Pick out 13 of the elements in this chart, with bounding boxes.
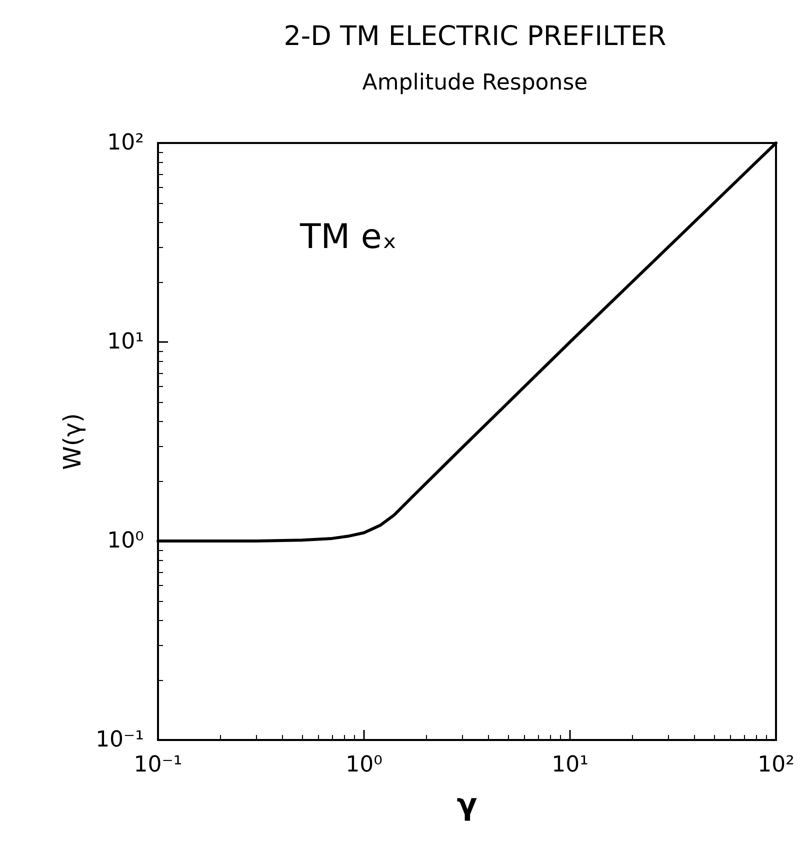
x-tick-label: 10⁻¹ [134,752,182,778]
chart-title: 2-D TM ELECTRIC PREFILTER [284,21,666,52]
x-tick-label: 10¹ [552,752,588,778]
y-tick-label: 10⁰ [107,528,144,554]
chart-subtitle: Amplitude Response [362,70,588,96]
annotation: TM eₓ [299,217,397,257]
x-tick-label: 10² [758,752,794,778]
x-tick-label: 10⁰ [346,752,383,778]
y-tick-label: 10⁻¹ [96,728,144,752]
y-axis-title: W(γ) [58,413,87,470]
x-axis-title: γ [456,788,478,822]
y-tick-label: 10¹ [107,330,144,354]
y-tick-label: 10² [107,130,144,156]
